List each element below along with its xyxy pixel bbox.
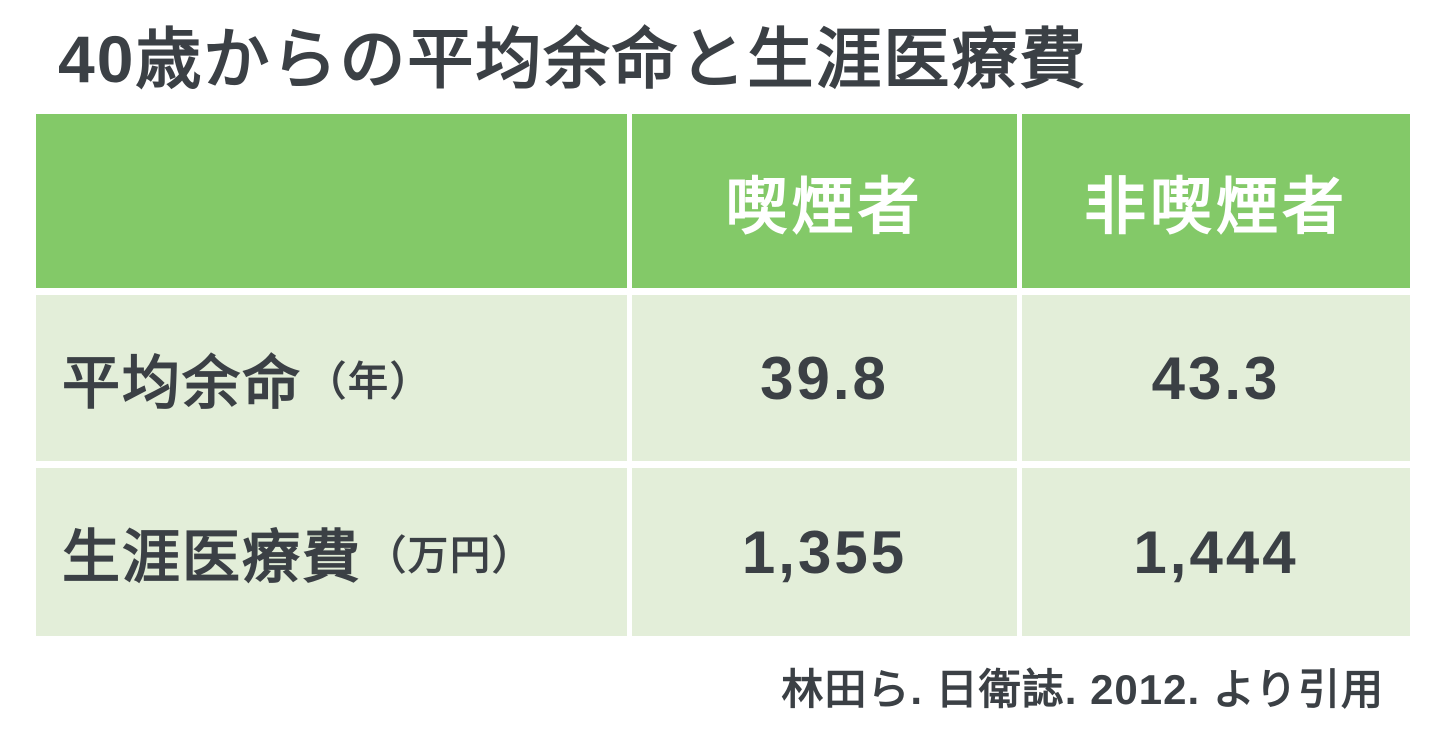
row-label-text: 生涯医療費 bbox=[62, 525, 363, 590]
table-header-smoker: 喫煙者 bbox=[632, 114, 1017, 288]
cell-life-expectancy-smoker: 39.8 bbox=[632, 295, 1017, 461]
row-label-lifetime-medical-cost: 生涯医療費 （万円） bbox=[36, 468, 627, 636]
source-citation: 林田ら. 日衛誌. 2012. より引用 bbox=[781, 666, 1384, 713]
table-header-empty-cell bbox=[36, 114, 627, 288]
cell-life-expectancy-nonsmoker: 43.3 bbox=[1022, 295, 1410, 461]
cell-medical-cost-smoker: 1,355 bbox=[632, 468, 1017, 636]
row-label-text: 平均余命 bbox=[62, 351, 303, 416]
cell-medical-cost-nonsmoker: 1,444 bbox=[1022, 468, 1410, 636]
table-header-nonsmoker: 非喫煙者 bbox=[1022, 114, 1410, 288]
page-title: 40歳からの平均余命と生涯医療費 bbox=[58, 22, 1088, 96]
data-table: 喫煙者 非喫煙者 平均余命 （年） 39.8 43.3 生涯医療費 （万円） 1,3… bbox=[36, 114, 1410, 636]
row-label-life-expectancy: 平均余命 （年） bbox=[36, 295, 627, 461]
row-unit-man-yen: （万円） bbox=[366, 534, 535, 578]
row-unit-years: （年） bbox=[306, 360, 433, 404]
